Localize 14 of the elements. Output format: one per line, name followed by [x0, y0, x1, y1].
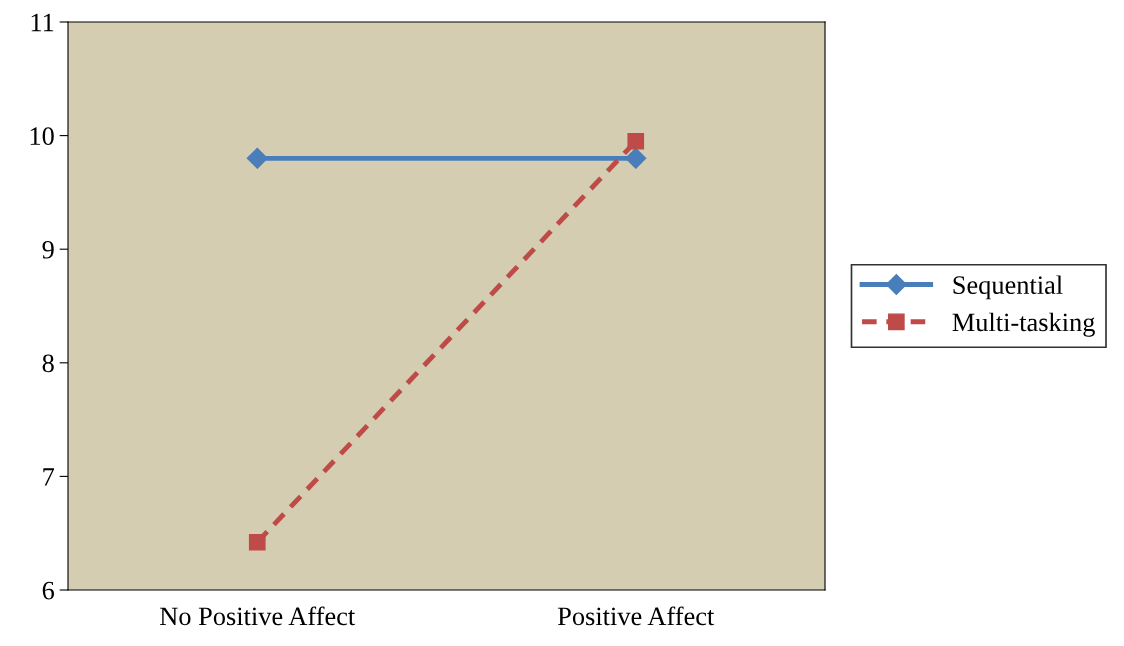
point	[627, 132, 645, 150]
legend-label: Multi-tasking	[952, 312, 1095, 337]
y-tick-label: 9	[42, 240, 54, 259]
y-tick-label: 7	[43, 468, 55, 486]
point	[248, 533, 266, 551]
y-tick-label: 11	[31, 13, 54, 32]
x-tick-label: No Positive Affect	[160, 606, 356, 626]
y-tick-label: 6	[42, 581, 55, 600]
point	[246, 147, 268, 169]
point	[625, 147, 647, 169]
x-tick-label: Positive Affect	[557, 606, 715, 626]
y-tick-label: 8	[42, 354, 54, 373]
y-tick-label: 10	[30, 127, 54, 146]
legend-label: Sequential	[953, 275, 1063, 300]
